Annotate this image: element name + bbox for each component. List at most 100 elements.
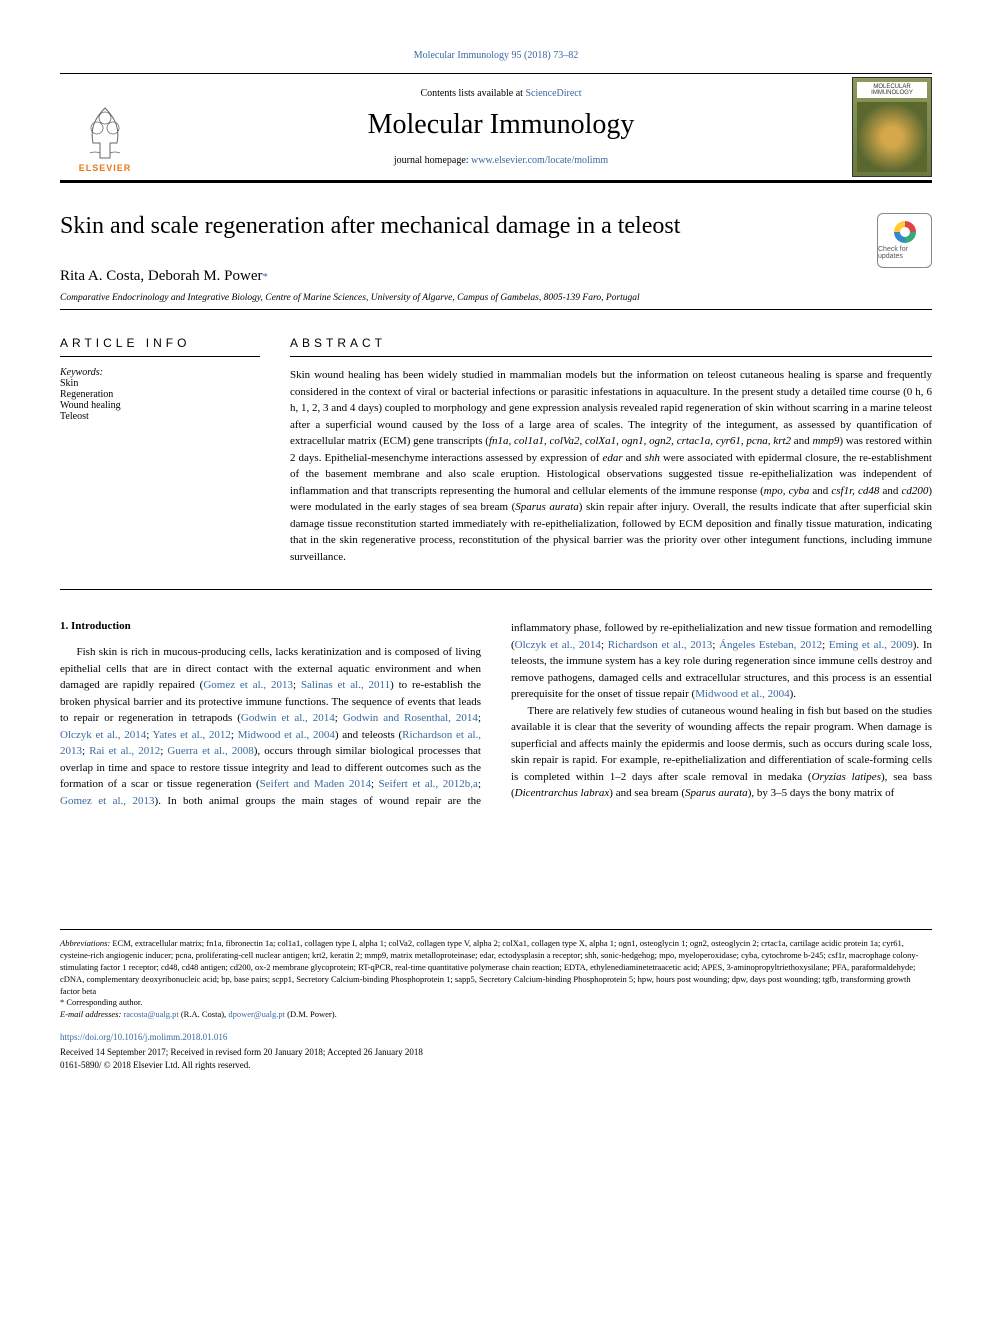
reference-link[interactable]: Gomez et al., 2013 bbox=[203, 679, 293, 691]
text-fragment: ; bbox=[231, 729, 238, 741]
check-for-updates-button[interactable]: Check for updates bbox=[877, 213, 932, 268]
keyword-item: Wound healing bbox=[60, 400, 260, 411]
text-fragment: ) and sea bream ( bbox=[609, 787, 685, 799]
gene-list: cd200 bbox=[901, 485, 928, 497]
crossmark-icon bbox=[894, 221, 916, 243]
gene-list: shh bbox=[645, 452, 660, 464]
reference-link[interactable]: Richardson et al., 2013 bbox=[608, 639, 713, 651]
abstract-rule bbox=[290, 356, 932, 357]
reference-link[interactable]: Ángeles Esteban, 2012 bbox=[719, 639, 822, 651]
authors-names: Rita A. Costa, Deborah M. Power bbox=[60, 268, 262, 284]
reference-link[interactable]: Eming et al., 2009 bbox=[829, 639, 913, 651]
keyword-item: Skin bbox=[60, 378, 260, 389]
gene-list: edar bbox=[602, 452, 622, 464]
abstract-text: Skin wound healing has been widely studi… bbox=[290, 367, 932, 565]
text-fragment: ; bbox=[478, 712, 481, 724]
article-header: Skin and scale regeneration after mechan… bbox=[60, 213, 932, 310]
email-link[interactable]: dpower@ualg.pt bbox=[228, 1009, 285, 1019]
text-fragment: ; bbox=[478, 778, 481, 790]
body-paragraph: There are relatively few studies of cuta… bbox=[511, 703, 932, 802]
corresponding-marker[interactable]: * bbox=[262, 271, 268, 283]
text-fragment: ; bbox=[371, 778, 379, 790]
elsevier-tree-icon bbox=[75, 103, 135, 163]
species-name: Oryzias latipes bbox=[812, 771, 881, 783]
cover-title: MOLECULAR IMMUNOLOGY bbox=[857, 82, 927, 98]
article-title: Skin and scale regeneration after mechan… bbox=[60, 213, 877, 240]
keyword-item: Regeneration bbox=[60, 389, 260, 400]
species-name: Sparus aurata bbox=[685, 787, 748, 799]
reference-link[interactable]: Yates et al., 2012 bbox=[153, 729, 231, 741]
reference-link[interactable]: Salinas et al., 2011 bbox=[301, 679, 390, 691]
gene-list: csf1r, cd48 bbox=[831, 485, 879, 497]
journal-cover-thumbnail[interactable]: MOLECULAR IMMUNOLOGY bbox=[852, 77, 932, 177]
section-heading: 1. Introduction bbox=[60, 620, 481, 632]
article-dates: Received 14 September 2017; Received in … bbox=[60, 1046, 932, 1059]
text-fragment: ). bbox=[790, 688, 796, 700]
email-who: (R.A. Costa), bbox=[179, 1009, 229, 1019]
email-label: E-mail addresses: bbox=[60, 1009, 121, 1019]
gene-list: fn1a, col1a1, colVa2, colXa1, ogn1, ogn2… bbox=[489, 435, 791, 447]
info-abstract-block: ARTICLE INFO Keywords: Skin Regeneration… bbox=[60, 336, 932, 590]
abbreviations-line: Abbreviations: ECM, extracellular matrix… bbox=[60, 938, 932, 997]
elsevier-wordmark: ELSEVIER bbox=[79, 163, 132, 173]
reference-link[interactable]: Guerra et al., 2008 bbox=[167, 745, 253, 757]
article-info-column: ARTICLE INFO Keywords: Skin Regeneration… bbox=[60, 336, 260, 565]
text-fragment: ), by 3–5 days the bony matrix of bbox=[748, 787, 895, 799]
doi-link[interactable]: https://doi.org/10.1016/j.molimm.2018.01… bbox=[60, 1032, 227, 1042]
text-fragment: ; bbox=[335, 712, 343, 724]
abstract-text-fragment: and bbox=[791, 435, 812, 447]
reference-link[interactable]: Seifert et al., 2012b,a bbox=[379, 778, 478, 790]
contents-prefix: Contents lists available at bbox=[420, 88, 525, 99]
reference-link[interactable]: Godwin et al., 2014 bbox=[241, 712, 335, 724]
citation-line: Molecular Immunology 95 (2018) 73–82 bbox=[60, 50, 932, 61]
text-fragment: ; bbox=[601, 639, 608, 651]
reference-link[interactable]: Olczyk et al., 2014 bbox=[60, 729, 146, 741]
abstract-column: ABSTRACT Skin wound healing has been wid… bbox=[290, 336, 932, 565]
keywords-label: Keywords: bbox=[60, 367, 260, 378]
gene-list: mpo, cyba bbox=[764, 485, 810, 497]
cover-image bbox=[857, 102, 927, 172]
homepage-link[interactable]: www.elsevier.com/locate/molimm bbox=[471, 155, 608, 166]
abbreviations-label: Abbreviations: bbox=[60, 938, 110, 948]
keyword-item: Teleost bbox=[60, 411, 260, 422]
species-name: Sparus aurata bbox=[515, 501, 578, 513]
journal-header: ELSEVIER Contents lists available at Sci… bbox=[60, 73, 932, 183]
copyright-line: 0161-5890/ © 2018 Elsevier Ltd. All righ… bbox=[60, 1059, 932, 1072]
homepage-line: journal homepage: www.elsevier.com/locat… bbox=[150, 155, 852, 166]
journal-name: Molecular Immunology bbox=[150, 109, 852, 141]
check-updates-label: Check for updates bbox=[878, 246, 931, 260]
abstract-text-fragment: and bbox=[879, 485, 901, 497]
introduction-section: 1. Introduction Fish skin is rich in muc… bbox=[60, 620, 932, 809]
sciencedirect-link[interactable]: ScienceDirect bbox=[525, 88, 581, 99]
abstract-heading: ABSTRACT bbox=[290, 336, 932, 350]
reference-link[interactable]: Seifert and Maden 2014 bbox=[260, 778, 371, 790]
homepage-prefix: journal homepage: bbox=[394, 155, 471, 166]
header-center: Contents lists available at ScienceDirec… bbox=[150, 88, 852, 166]
abbreviations-text: ECM, extracellular matrix; fn1a, fibrone… bbox=[60, 938, 918, 996]
reference-link[interactable]: Midwood et al., 2004 bbox=[238, 729, 335, 741]
reference-link[interactable]: Olczyk et al., 2014 bbox=[515, 639, 601, 651]
reference-link[interactable]: Rai et al., 2012 bbox=[89, 745, 160, 757]
email-line: E-mail addresses: racosta@ualg.pt (R.A. … bbox=[60, 1009, 932, 1021]
footer-block: Abbreviations: ECM, extracellular matrix… bbox=[60, 929, 932, 1071]
text-fragment: ; bbox=[822, 639, 829, 651]
reference-link[interactable]: Midwood et al., 2004 bbox=[695, 688, 789, 700]
authors-line: Rita A. Costa, Deborah M. Power* bbox=[60, 268, 932, 285]
gene-list: mmp9 bbox=[812, 435, 839, 447]
text-fragment: ). In both animal groups the main stages… bbox=[155, 795, 462, 807]
article-info-heading: ARTICLE INFO bbox=[60, 336, 260, 350]
corresponding-author-note: * Corresponding author. bbox=[60, 997, 932, 1009]
reference-link[interactable]: Godwin and Rosenthal, 2014 bbox=[343, 712, 478, 724]
reference-link[interactable]: Gomez et al., 2013 bbox=[60, 795, 155, 807]
contents-line: Contents lists available at ScienceDirec… bbox=[150, 88, 852, 99]
abstract-text-fragment: and bbox=[623, 452, 645, 464]
species-name: Dicentrarchus labrax bbox=[515, 787, 610, 799]
page-container: Molecular Immunology 95 (2018) 73–82 ELS… bbox=[0, 0, 992, 1111]
abstract-text-fragment: and bbox=[809, 485, 831, 497]
email-who: (D.M. Power). bbox=[285, 1009, 337, 1019]
text-fragment: ; bbox=[293, 679, 301, 691]
info-rule bbox=[60, 356, 260, 357]
text-fragment: ) and teleosts ( bbox=[335, 729, 402, 741]
elsevier-logo[interactable]: ELSEVIER bbox=[60, 77, 150, 177]
email-link[interactable]: racosta@ualg.pt bbox=[123, 1009, 178, 1019]
